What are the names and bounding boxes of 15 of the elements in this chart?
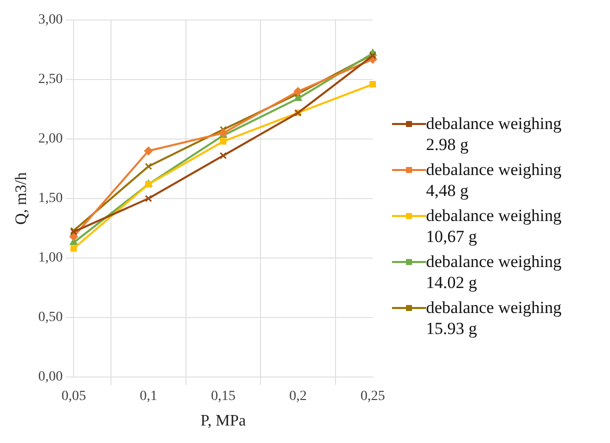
y-axis-title: Q, m3/h xyxy=(12,172,30,225)
y-tick-label: 2,50 xyxy=(38,72,63,88)
y-tick-label: 2,00 xyxy=(38,132,63,147)
y-tick-label: 1,00 xyxy=(38,250,63,266)
x-tick-label: 0,1 xyxy=(140,389,158,404)
y-tick-label: 0,00 xyxy=(38,370,63,385)
y-tick-label: 1,50 xyxy=(38,191,63,206)
x-tick-label: 0,15 xyxy=(210,389,236,404)
x-tick-label: 0,25 xyxy=(360,389,385,404)
legend-label: debalance weighing 15.93 g xyxy=(426,297,562,339)
x-axis-title: P, MPa xyxy=(200,412,246,430)
y-tick-label: 0,50 xyxy=(38,310,63,326)
x-tick-label: 0,05 xyxy=(61,389,86,404)
y-tick-label: 3,00 xyxy=(38,12,63,28)
x-tick-label: 0,2 xyxy=(289,389,307,404)
